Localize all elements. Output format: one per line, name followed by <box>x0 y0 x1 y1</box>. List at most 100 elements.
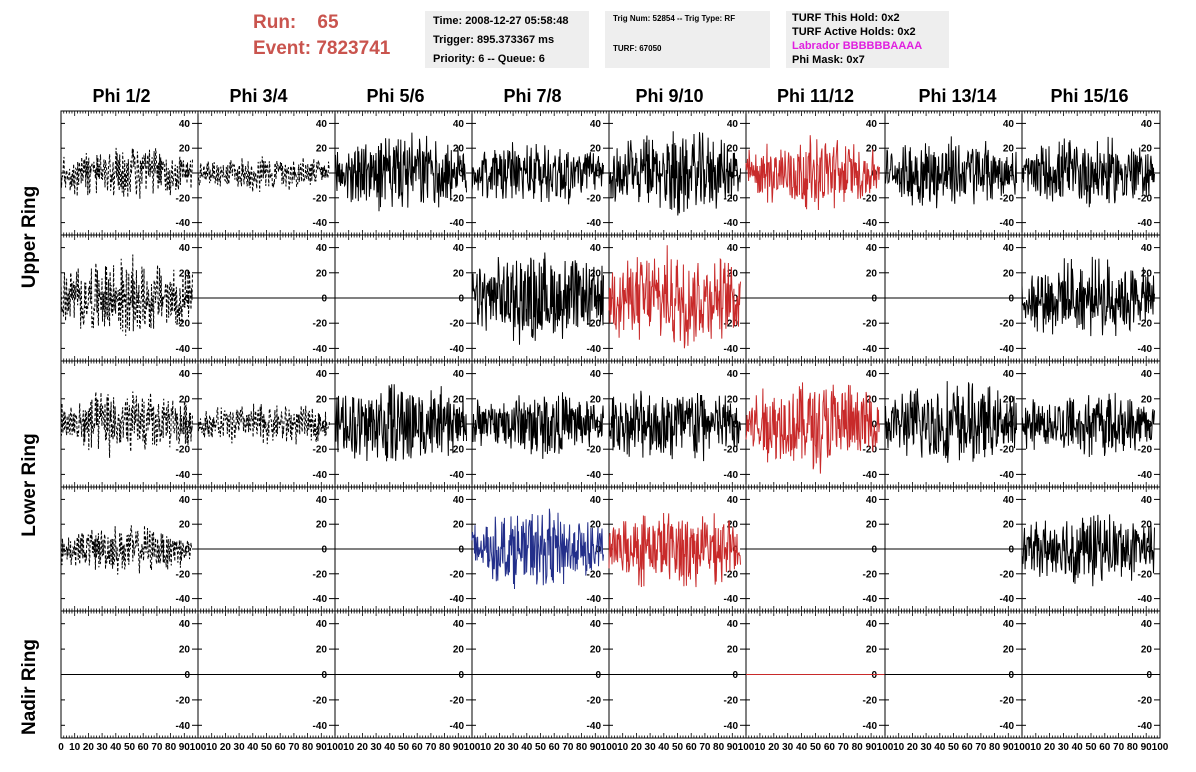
waveform-trace <box>745 382 880 474</box>
y-tick-label: -20 <box>313 695 328 706</box>
x-tick-label: 30 <box>782 742 794 753</box>
y-tick-label: 20 <box>866 144 878 155</box>
y-tick-label: 40 <box>727 369 739 380</box>
y-tick-label: -40 <box>863 344 878 355</box>
y-tick-label: 0 <box>458 420 464 431</box>
time-info-box: Time: 2008-12-27 05:58:48 Trigger: 895.3… <box>425 11 589 68</box>
y-tick-label: 40 <box>727 619 739 630</box>
x-tick-label: 20 <box>357 742 369 753</box>
waveform-trace <box>1021 136 1155 208</box>
y-tick-label: -20 <box>1138 569 1153 580</box>
y-tick-label: 0 <box>1008 545 1014 556</box>
column-title-phi-1-2: Phi 1/2 <box>92 86 151 106</box>
y-tick-label: 20 <box>866 268 878 279</box>
y-tick-label: 0 <box>321 294 327 305</box>
y-tick-label: 40 <box>1003 243 1015 254</box>
waveform-trace <box>334 132 467 212</box>
column-title-phi-11-12: Phi 11/12 <box>776 86 855 106</box>
y-tick-label: 40 <box>453 619 465 630</box>
y-tick-label: 20 <box>316 144 328 155</box>
y-tick-label: 20 <box>727 520 739 531</box>
y-tick-label: -20 <box>724 319 739 330</box>
x-tick-label: 80 <box>439 742 451 753</box>
y-tick-label: -20 <box>450 569 465 580</box>
y-tick-label: 20 <box>179 645 191 656</box>
y-tick-label: 20 <box>590 394 602 405</box>
waveform-trace <box>471 392 604 459</box>
y-tick-label: 40 <box>1141 369 1153 380</box>
y-tick-label: 40 <box>1003 119 1015 130</box>
column-title-phi-9-10: Phi 9/10 <box>635 86 704 106</box>
y-tick-label: -40 <box>176 594 191 605</box>
y-tick-label: -40 <box>724 344 739 355</box>
x-tick-label: 40 <box>110 742 122 753</box>
x-tick-label: 30 <box>234 742 246 753</box>
x-tick-label: 100 <box>1152 742 1169 753</box>
x-tick-label: 50 <box>124 742 136 753</box>
y-tick-label: 20 <box>179 394 191 405</box>
y-tick-label: -40 <box>1000 470 1015 481</box>
y-tick-label: -40 <box>1000 344 1015 355</box>
y-tick-label: 40 <box>1003 369 1015 380</box>
y-tick-label: -40 <box>450 218 465 229</box>
x-tick-label: 10 <box>754 742 766 753</box>
y-tick-label: 20 <box>727 394 739 405</box>
y-tick-label: -40 <box>1138 721 1153 732</box>
x-tick-label: 90 <box>590 742 602 753</box>
turf-line: TURF: 67050 <box>613 44 662 53</box>
y-tick-label: 40 <box>453 243 465 254</box>
column-title-phi-3-4: Phi 3/4 <box>229 86 288 106</box>
waveform-trace <box>471 252 604 345</box>
y-tick-label: 20 <box>453 394 465 405</box>
x-tick-label: 20 <box>768 742 780 753</box>
y-tick-label: -20 <box>1000 445 1015 456</box>
y-tick-label: 20 <box>453 268 465 279</box>
x-tick-label: 30 <box>371 742 383 753</box>
y-tick-label: 40 <box>179 369 191 380</box>
y-tick-label: -40 <box>313 721 328 732</box>
y-tick-label: 40 <box>179 119 191 130</box>
y-tick-label: 40 <box>590 119 602 130</box>
y-tick-label: 20 <box>1003 645 1015 656</box>
labrador-line: Labrador BBBBBBAAAA <box>792 40 923 52</box>
y-tick-label: 20 <box>316 394 328 405</box>
y-tick-label: -40 <box>313 218 328 229</box>
y-tick-label: -40 <box>1138 470 1153 481</box>
y-tick-label: 0 <box>732 420 738 431</box>
x-tick-label: 80 <box>989 742 1001 753</box>
y-tick-label: 40 <box>590 495 602 506</box>
x-tick-label: 50 <box>535 742 547 753</box>
y-tick-label: -20 <box>176 193 191 204</box>
turf-hold-line: TURF This Hold: 0x2 <box>792 12 900 24</box>
y-tick-label: 20 <box>1141 268 1153 279</box>
x-tick-label: 90 <box>179 742 191 753</box>
trig-line: Trig Num: 52854 -- Trig Type: RF <box>613 14 736 23</box>
y-tick-label: -40 <box>587 721 602 732</box>
y-tick-label: -40 <box>724 218 739 229</box>
waveform-trace <box>197 156 330 193</box>
x-tick-label: 80 <box>302 742 314 753</box>
x-tick-label: 80 <box>165 742 177 753</box>
x-tick-label: 10 <box>206 742 218 753</box>
waveform-trace <box>608 131 741 216</box>
waveform-trace <box>60 254 193 336</box>
y-tick-label: 20 <box>590 144 602 155</box>
waveform-trace <box>60 147 193 199</box>
y-tick-label: 20 <box>179 268 191 279</box>
y-tick-label: -40 <box>587 470 602 481</box>
y-tick-label: 40 <box>1003 495 1015 506</box>
x-tick-label: 40 <box>1072 742 1084 753</box>
y-tick-label: -40 <box>1138 344 1153 355</box>
y-tick-label: 0 <box>458 169 464 180</box>
y-tick-label: 0 <box>1008 294 1014 305</box>
y-tick-label: -40 <box>1138 218 1153 229</box>
y-tick-label: -20 <box>587 695 602 706</box>
run-value: 65 <box>317 12 339 33</box>
event-row: Event: 7823741 <box>253 36 390 62</box>
y-tick-label: 40 <box>590 369 602 380</box>
y-tick-label: 40 <box>1003 619 1015 630</box>
x-tick-label: 70 <box>288 742 300 753</box>
y-tick-label: 20 <box>1003 394 1015 405</box>
event-value: 7823741 <box>316 38 391 59</box>
